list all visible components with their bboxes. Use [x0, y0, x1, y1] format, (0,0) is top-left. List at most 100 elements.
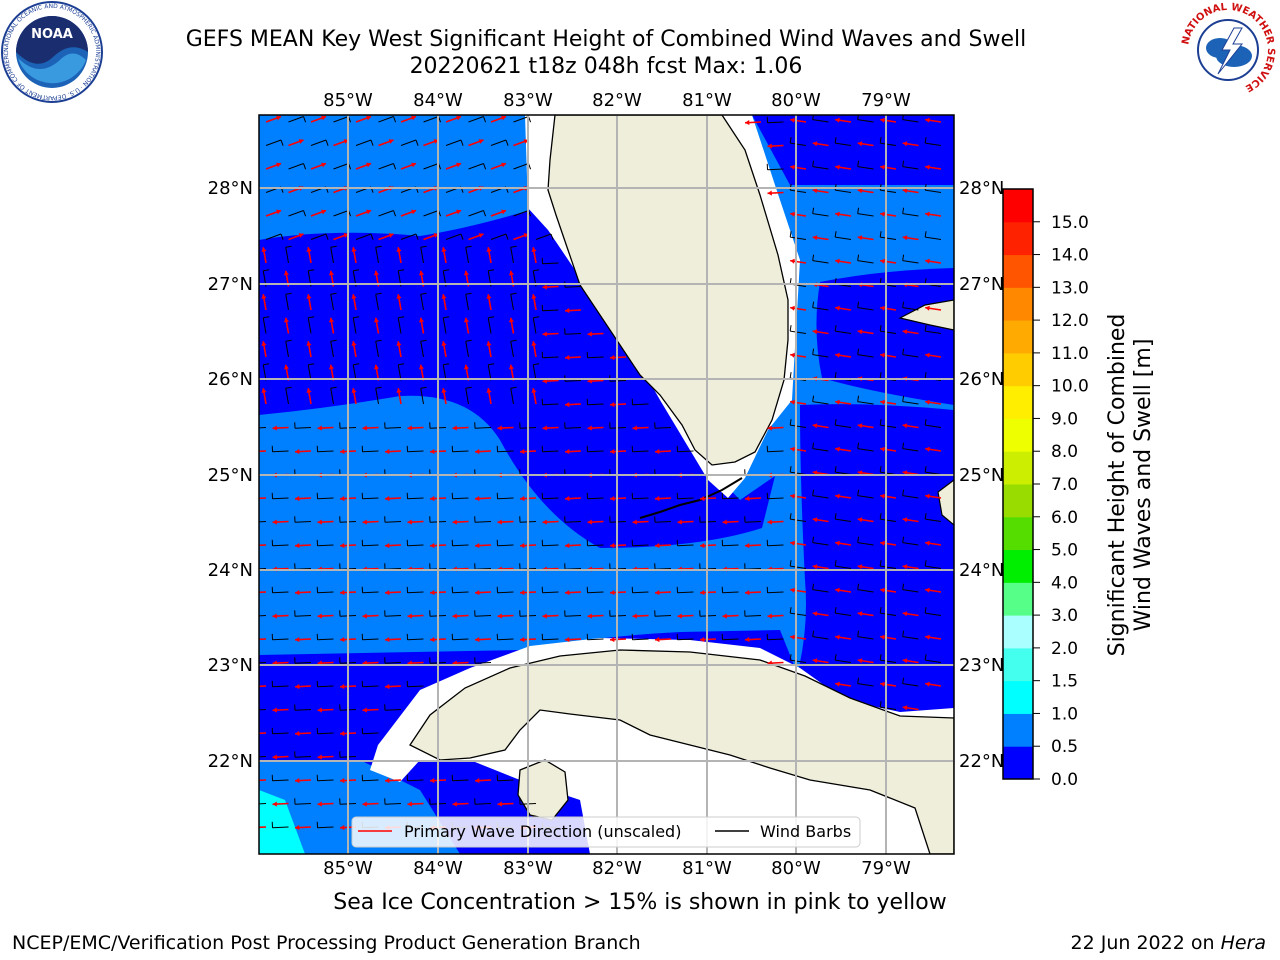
wave-arrow-head	[497, 519, 502, 525]
colorbar-cell	[1003, 647, 1033, 682]
wind-barb	[880, 142, 897, 146]
wind-barb	[378, 210, 394, 217]
wind-barb	[880, 659, 897, 663]
wind-barb	[925, 142, 942, 146]
wind-barb-flag	[902, 395, 905, 402]
wave-arrow-head	[925, 399, 930, 405]
wind-barb-flag	[879, 654, 882, 661]
wind-barb	[272, 497, 289, 500]
colorbar-tick-label: 10.0	[1051, 377, 1089, 397]
wind-barb	[362, 685, 379, 688]
wind-barb-flag	[303, 163, 307, 170]
wave-arrow-head	[880, 211, 885, 217]
lon-label-top: 84°W	[413, 90, 463, 111]
wind-barb	[272, 591, 289, 594]
wind-barb-flag	[325, 233, 329, 240]
lat-label-left: 28°N	[208, 178, 253, 199]
colorbar-cell	[1003, 549, 1033, 583]
wind-barb	[317, 638, 334, 641]
wind-barb	[835, 236, 852, 240]
wind-barb	[542, 309, 559, 312]
wind-barb	[532, 317, 537, 334]
wind-barb	[384, 709, 402, 711]
wind-barb	[535, 233, 552, 240]
wave-arrow-head	[902, 564, 908, 570]
wind-barb	[564, 521, 582, 523]
wind-barb	[510, 388, 514, 405]
wind-barb	[902, 448, 919, 452]
wind-barb-flag	[483, 163, 487, 170]
wind-barb	[420, 294, 424, 311]
wind-barb	[330, 247, 334, 264]
wave-and-wind-vectors	[259, 115, 942, 831]
wave-arrow-head	[295, 637, 300, 643]
wind-barb	[790, 142, 807, 146]
wind-barb	[397, 317, 402, 334]
wave-arrow-head	[542, 284, 547, 290]
wind-barb	[880, 706, 897, 710]
wave-arrow-head	[857, 188, 863, 194]
wave-arrow-head	[508, 270, 515, 276]
wind-barb	[677, 638, 694, 641]
colorbar-cell	[1003, 680, 1033, 714]
lat-label-left: 26°N	[208, 369, 253, 390]
wind-barb-flag	[398, 363, 405, 366]
wind-barb-flag	[857, 348, 860, 355]
wind-barb	[609, 615, 627, 617]
wind-barb-flag	[812, 254, 815, 261]
stamp-date: 22 Jun 2022 on	[1070, 932, 1221, 954]
wave-arrow-head	[925, 681, 930, 687]
wind-barb	[445, 233, 462, 240]
wind-barb-flag	[902, 160, 905, 167]
wind-barb	[288, 210, 304, 217]
wind-barb	[262, 364, 267, 381]
wave-arrow-head	[486, 247, 492, 252]
wave-arrow-head	[767, 613, 772, 619]
wind-barb	[513, 163, 529, 170]
wind-barb-flag	[902, 301, 905, 308]
wave-arrow-head	[531, 388, 537, 393]
wind-barb-flag	[533, 316, 540, 319]
wind-barb-flag	[533, 269, 540, 272]
wave-arrow-head	[925, 305, 930, 311]
wave-arrow-head	[340, 825, 345, 831]
lon-label-bottom: 79°W	[861, 858, 911, 879]
wind-barb	[317, 591, 334, 594]
wave-arrow-head	[812, 658, 818, 664]
wave-arrow-head	[587, 425, 592, 431]
wind-barb	[925, 424, 942, 428]
wave-arrow-head	[925, 117, 930, 123]
wave-arrow-head	[812, 188, 818, 194]
wave-arrow-head	[295, 543, 300, 549]
wind-barb-flag	[789, 560, 792, 567]
wind-barb	[272, 450, 289, 453]
wave-arrow-head	[745, 590, 750, 596]
wind-barb	[542, 638, 559, 641]
wave-arrow-head	[463, 317, 470, 323]
wave-arrow-head	[362, 519, 367, 525]
wind-barb	[812, 401, 829, 405]
wind-barb-flag	[483, 116, 487, 123]
wave-arrow-head	[857, 517, 863, 523]
wave-arrow-head	[880, 540, 885, 546]
wave-arrow-head	[857, 329, 863, 335]
wind-barb	[880, 518, 897, 522]
wind-barb	[857, 307, 874, 311]
wind-barb-flag	[879, 372, 882, 379]
wave-arrow-head	[745, 637, 750, 643]
wave-arrow-head	[700, 590, 705, 596]
lat-label-left: 23°N	[208, 655, 253, 676]
wave-arrow-head	[812, 235, 818, 241]
wind-barb-flag	[510, 339, 517, 342]
axis-labels: 85°W 84°W 83°W 82°W 81°W 80°W 79°W 85°W …	[208, 90, 1005, 879]
wave-arrow-head	[767, 190, 772, 196]
colorbar-cell	[1003, 385, 1033, 419]
wind-barb-flag	[924, 419, 927, 426]
wind-barb-flag	[330, 339, 337, 342]
wave-arrow-head	[902, 235, 908, 241]
wave-arrow-head	[790, 493, 795, 499]
wind-barb	[310, 139, 327, 146]
high-wave-zone-southwest	[259, 790, 305, 854]
wave-arrow-head	[565, 402, 570, 408]
wind-barb	[835, 518, 852, 522]
